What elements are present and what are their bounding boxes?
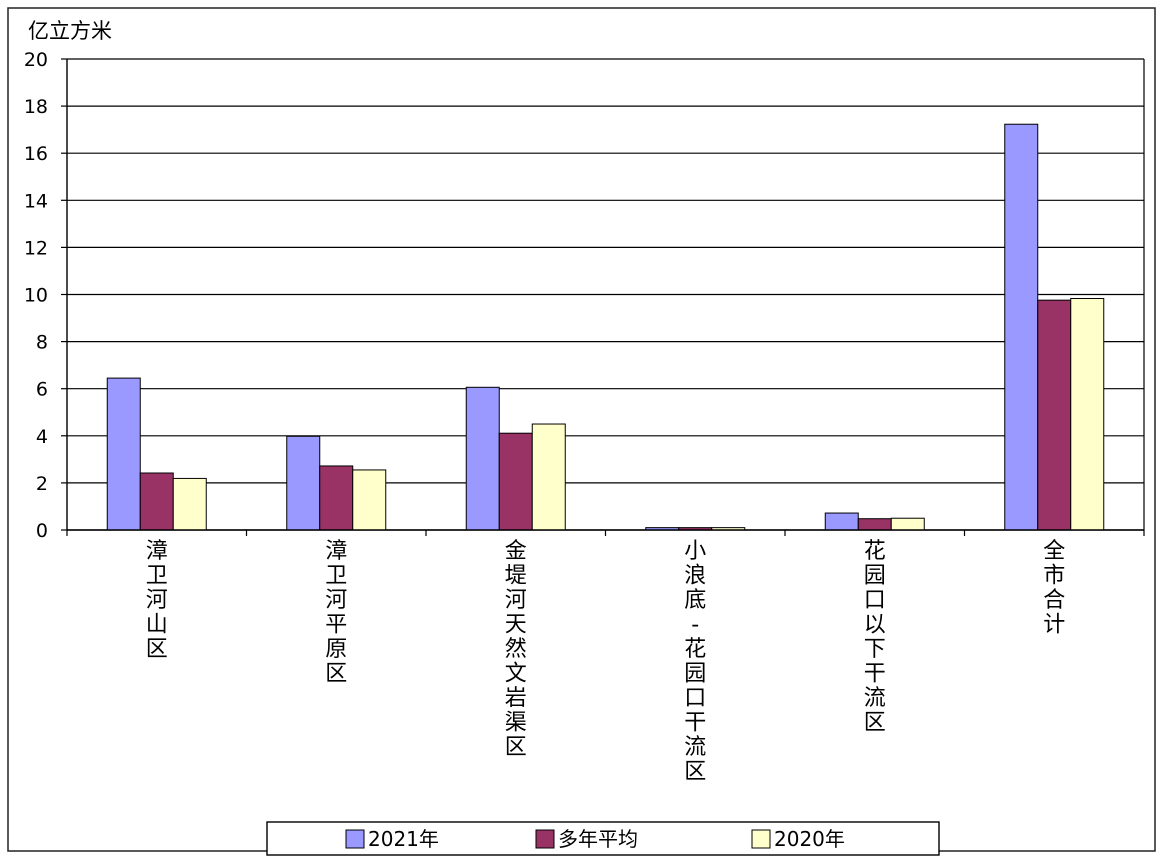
- bar: [465, 386, 500, 531]
- y-tick-label: 14: [24, 190, 48, 212]
- bar: [1070, 298, 1105, 531]
- legend-label: 2021年: [368, 827, 439, 851]
- chart-border: [7, 7, 1156, 852]
- category-label: 花园口以下干流区: [864, 539, 886, 736]
- bar: [531, 423, 566, 531]
- axes: [66, 59, 1145, 536]
- legend-label: 多年平均: [558, 827, 638, 851]
- y-tick-label: 20: [24, 49, 48, 71]
- bar: [824, 512, 859, 531]
- y-tick-label: 6: [36, 379, 48, 401]
- bar: [890, 517, 925, 531]
- legend-swatch: [751, 829, 771, 849]
- category-label: 漳卫河平原区: [325, 539, 347, 687]
- y-tick-label: 4: [36, 426, 48, 448]
- bar: [172, 477, 207, 531]
- bar: [286, 435, 321, 531]
- bar: [1037, 299, 1072, 531]
- bar: [106, 377, 141, 531]
- legend-swatch: [345, 829, 365, 849]
- category-label: 金堤河天然文岩渠区: [505, 539, 527, 760]
- legend-label: 2020年: [774, 827, 845, 851]
- y-tick-label: 18: [24, 96, 48, 118]
- gridlines: [61, 58, 1144, 531]
- legend: 2021年 多年平均 2020年: [266, 821, 940, 856]
- bar: [139, 472, 174, 531]
- y-axis-unit-label: 亿立方米: [28, 19, 112, 43]
- category-labels: 漳卫河山区 漳卫河平原区 金堤河天然文岩渠区 小浪底-花园口干流区 花园口以下干流区 全市…: [146, 539, 1066, 785]
- legend-box: [266, 821, 940, 856]
- bar: [352, 469, 387, 531]
- bar: [498, 432, 533, 531]
- category-label: 小浪底-花园口干流区: [684, 539, 706, 785]
- y-tick-label: 10: [24, 285, 48, 307]
- legend-swatch: [535, 829, 555, 849]
- y-tick-label: 8: [36, 332, 48, 354]
- bar: [857, 518, 892, 531]
- category-label: 全市合计: [1043, 539, 1065, 638]
- y-tick-label: 0: [36, 520, 48, 542]
- y-tick-label: 16: [24, 143, 48, 165]
- y-tick-labels: 0 2 4 6 8 10 12 14 16 18 20: [24, 49, 48, 542]
- bars: [106, 123, 1105, 531]
- y-tick-label: 12: [24, 237, 48, 259]
- y-tick-label: 2: [36, 473, 48, 495]
- category-label: 漳卫河山区: [146, 539, 168, 662]
- bar: [1004, 123, 1039, 531]
- bar: [319, 465, 354, 531]
